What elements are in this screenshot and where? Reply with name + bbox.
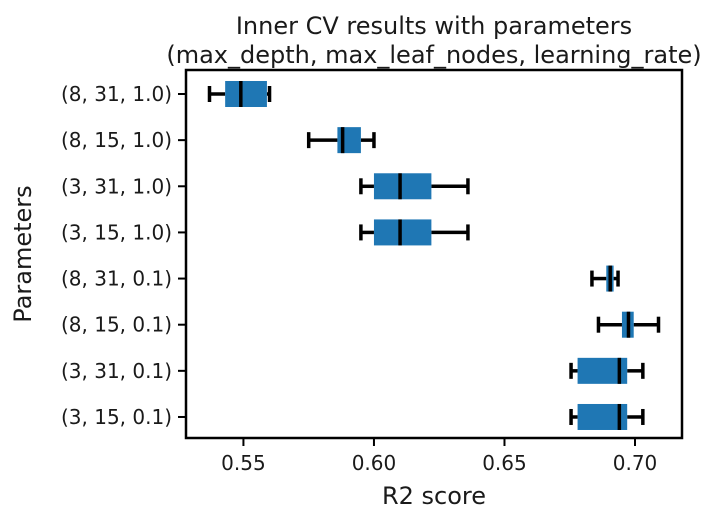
y-tick-label: (3, 31, 0.1) bbox=[61, 359, 172, 383]
box-iqr bbox=[225, 81, 267, 107]
x-tick-label: 0.70 bbox=[613, 451, 658, 475]
x-tick-label: 0.55 bbox=[221, 451, 266, 475]
y-tick-label: (3, 15, 0.1) bbox=[61, 405, 172, 429]
box-iqr bbox=[373, 219, 432, 246]
box-iqr bbox=[373, 173, 432, 200]
x-tick-label: 0.65 bbox=[482, 451, 527, 475]
y-tick-label: (3, 31, 1.0) bbox=[61, 174, 172, 198]
x-axis-label: R2 score bbox=[382, 482, 486, 510]
axes-frame bbox=[184, 68, 684, 440]
y-tick-label: (8, 31, 1.0) bbox=[61, 82, 172, 106]
plot-area: 0.55 0.60 0.65 0.70 (8, 31, 1.0) (8, 15, 1.0)… bbox=[61, 81, 661, 475]
x-tick-label: 0.60 bbox=[352, 451, 397, 475]
y-axis-label: Parameters bbox=[9, 185, 37, 322]
y-tick-label: (8, 31, 0.1) bbox=[61, 267, 172, 291]
y-tick-label: (8, 15, 1.0) bbox=[61, 128, 172, 152]
chart-title-line1: Inner CV results with parameters bbox=[236, 12, 632, 40]
y-tick-label: (3, 15, 1.0) bbox=[61, 220, 172, 244]
y-tick-label: (8, 15, 0.1) bbox=[61, 313, 172, 337]
chart-title-line2: (max_depth, max_leaf_nodes, learning_rat… bbox=[166, 41, 701, 69]
